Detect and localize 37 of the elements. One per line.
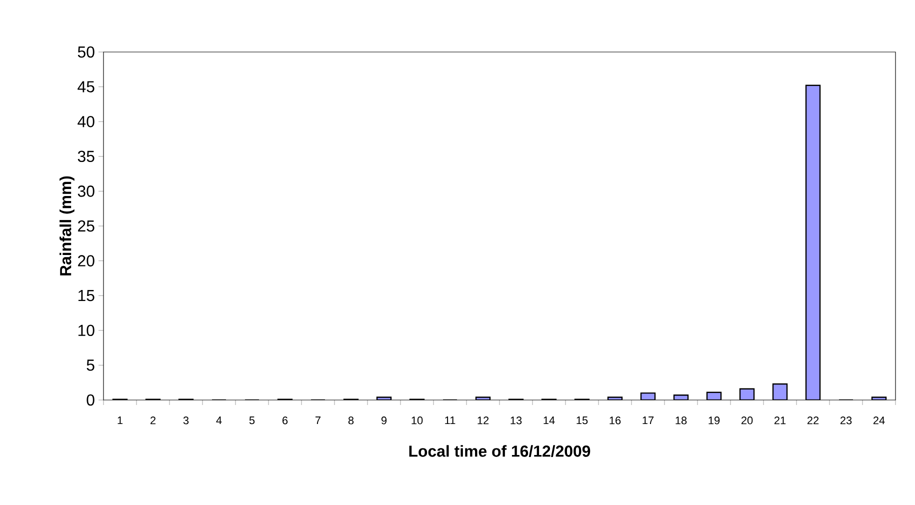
- y-tick-label: 30: [78, 186, 94, 197]
- x-tick-label: 18: [676, 416, 687, 424]
- x-tick-label: 14: [544, 416, 555, 424]
- x-tick-label: 24: [873, 416, 885, 424]
- x-tick-label: 8: [348, 416, 354, 424]
- x-tick-label: 17: [642, 416, 654, 424]
- y-tick-label: 50: [78, 46, 94, 58]
- x-tick-label: 5: [249, 416, 255, 424]
- y-tick-label: 45: [78, 81, 94, 92]
- y-tick-label: 5: [86, 360, 94, 371]
- x-tick-label: 22: [807, 416, 819, 424]
- x-tick-label: 21: [774, 416, 786, 424]
- x-axis-title: Local time of 16/12/2009: [409, 445, 590, 457]
- x-tick-label: 11: [445, 416, 456, 424]
- x-tick-label: 4: [216, 416, 222, 424]
- x-tick-label: 15: [576, 416, 588, 424]
- y-tick-label: 25: [78, 220, 94, 232]
- y-axis-title: Rainfall (mm): [60, 176, 74, 276]
- x-tick-label: 19: [708, 416, 720, 424]
- y-tick-label: 10: [78, 324, 94, 336]
- x-tick-label: 1: [118, 416, 123, 424]
- x-tick-label: 2: [150, 416, 156, 424]
- y-tick-label: 35: [78, 150, 94, 162]
- x-tick-label: 12: [478, 416, 489, 424]
- y-tick-label: 40: [78, 116, 94, 128]
- x-tick-label: 6: [282, 416, 288, 424]
- y-tick-label: 15: [78, 290, 94, 302]
- x-tick-label: 10: [412, 416, 423, 424]
- x-tick-label: 13: [510, 416, 522, 424]
- x-tick-label: 9: [381, 416, 387, 424]
- x-tick-label: 20: [741, 416, 753, 424]
- x-tick-label: 7: [316, 416, 320, 424]
- x-tick-label: 3: [183, 416, 189, 424]
- x-tick-label: 23: [840, 416, 852, 424]
- x-tick-label: 16: [610, 416, 621, 424]
- y-tick-label: 0: [86, 394, 94, 406]
- y-tick-label: 20: [78, 255, 94, 266]
